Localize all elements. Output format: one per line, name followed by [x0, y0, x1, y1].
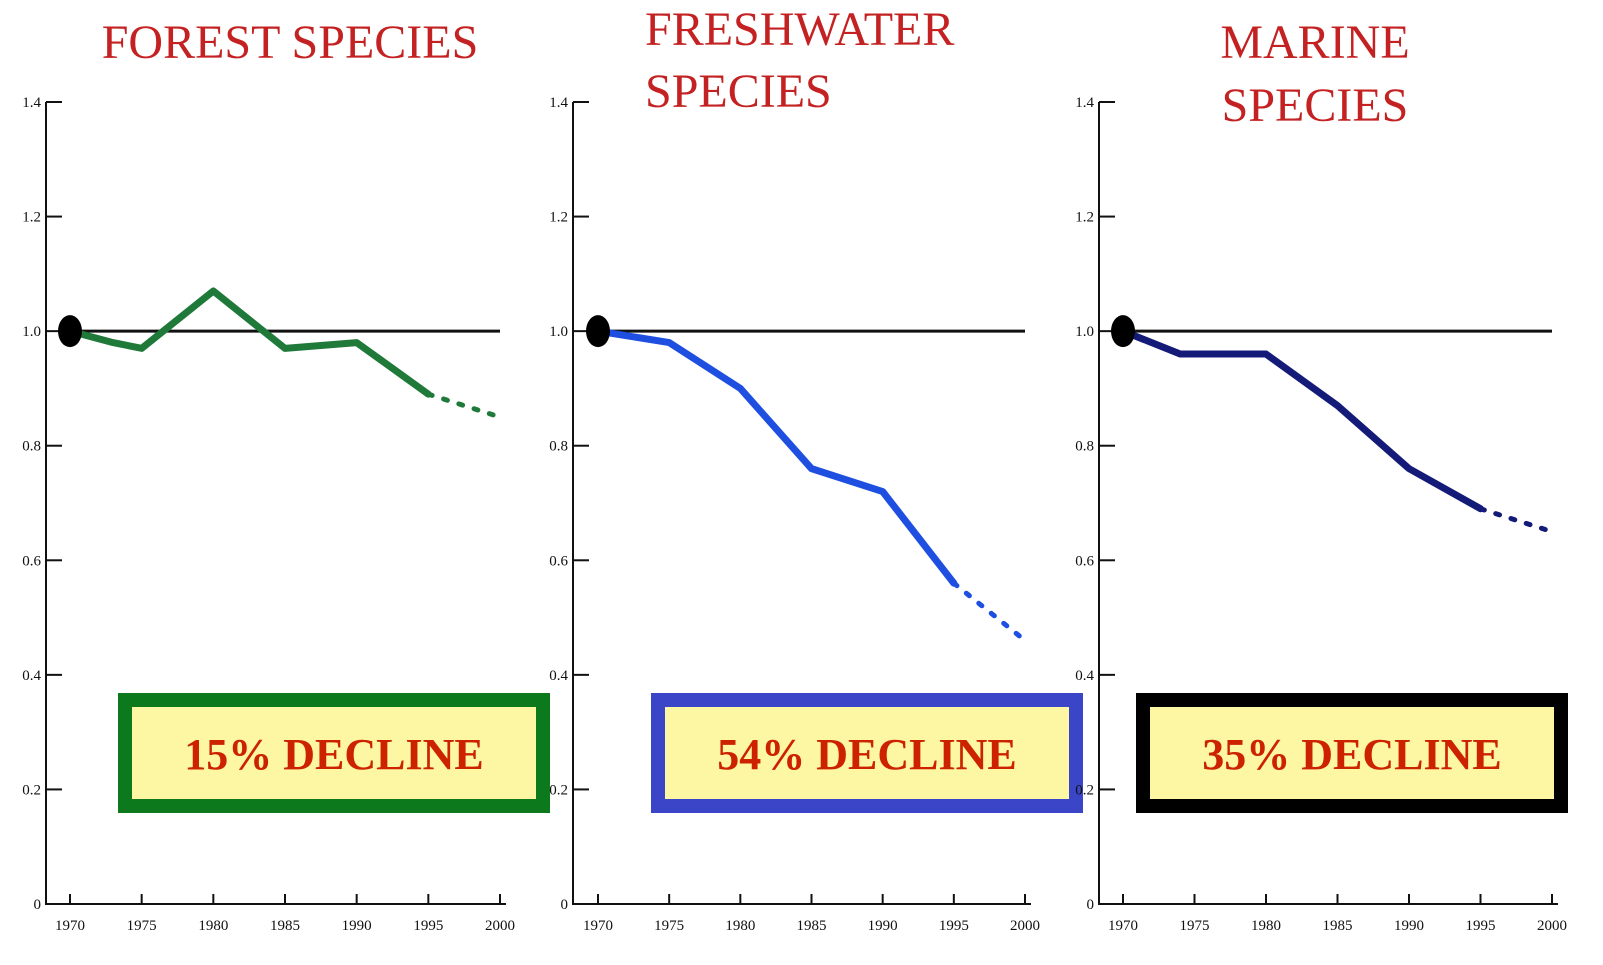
decline-box: [118, 693, 550, 813]
x-tick-label: 1975: [654, 918, 684, 934]
chart-title: SPECIES: [1222, 79, 1409, 132]
decline-label: 54% DECLINE: [717, 730, 1017, 779]
chart-panel-2: FRESHWATERSPECIES1.41.21.00.80.60.40.201…: [549, 3, 1083, 934]
start-marker: [1111, 315, 1135, 348]
x-tick-label: 2000: [1010, 918, 1040, 934]
chart-title: SPECIES: [645, 65, 832, 118]
y-tick-label: 0: [561, 897, 569, 913]
y-tick-label: 0.8: [1075, 439, 1094, 455]
y-tick-label: 0.2: [549, 782, 568, 798]
y-tick-label: 1.4: [549, 95, 568, 111]
y-tick-label: 0.8: [549, 439, 568, 455]
series-line: [1119, 327, 1484, 513]
chart-panel-1: FOREST SPECIES 1.4 1.2 1.0 0.8 0.6 0.4 0.2 0 1970…: [22, 16, 550, 934]
chart-title: MARINE: [1220, 16, 1409, 69]
y-tick-label: 0.6: [549, 553, 568, 569]
x-tick-label: 1990: [342, 918, 372, 934]
decline-label: 35% DECLINE: [1202, 730, 1502, 779]
series-line: [594, 327, 958, 587]
y-tick-label: 1.2: [22, 210, 41, 226]
start-marker: [586, 315, 610, 348]
y-tick-label: 0.2: [22, 782, 41, 798]
y-tick-label: 1.0: [22, 324, 41, 340]
y-tick-label: 1.4: [22, 95, 41, 111]
y-tick-label: 0.4: [549, 668, 568, 684]
x-tick-label: 1990: [868, 918, 898, 934]
y-tick-label: 1.2: [1075, 210, 1094, 226]
x-tick-label: 1980: [1251, 918, 1281, 934]
x-tick-label: 1995: [413, 918, 443, 934]
y-tick-label: 1.0: [549, 324, 568, 340]
x-tick-label: 1995: [1466, 918, 1496, 934]
decline-box: [1136, 693, 1568, 813]
chart-title: FRESHWATER: [645, 3, 954, 56]
x-tick-label: 1980: [198, 918, 228, 934]
x-tick-label: 1975: [1180, 918, 1210, 934]
chart-panel-3: MARINE SPECIES 1.4 1.2 1.0 0.8 0.6 0.4 0.2 0 1970 1…: [1075, 16, 1568, 934]
projection-line: [425, 391, 503, 420]
y-tick-label: 0.8: [22, 439, 41, 455]
y-tick-label: 0.6: [1075, 553, 1094, 569]
x-tick-label: 1970: [583, 918, 613, 934]
projection-line: [951, 580, 1028, 643]
y-tick-label: 1.2: [549, 210, 568, 226]
x-tick-label: 2000: [485, 918, 515, 934]
projection-line: [1478, 506, 1555, 535]
y-tick-label: 0.4: [1075, 668, 1094, 684]
chart-title: FOREST SPECIES: [102, 16, 479, 69]
x-tick-label: 1970: [55, 918, 85, 934]
x-tick-label: 1970: [1108, 918, 1138, 934]
decline-label: 15% DECLINE: [184, 730, 484, 779]
x-tick-label: 2000: [1537, 918, 1567, 934]
series-line: [66, 287, 432, 398]
y-tick-label: 1.4: [1075, 95, 1094, 111]
y-tick-label: 0.6: [22, 553, 41, 569]
x-tick-label: 1995: [939, 918, 969, 934]
y-tick-label: 1.0: [1075, 324, 1094, 340]
y-tick-label: 0: [34, 897, 42, 913]
x-tick-label: 1985: [797, 918, 827, 934]
x-tick-label: 1985: [270, 918, 300, 934]
x-tick-label: 1990: [1394, 918, 1424, 934]
y-tick-label: 0: [1087, 897, 1095, 913]
y-tick-label: 0.2: [1075, 782, 1094, 798]
x-tick-label: 1980: [725, 918, 755, 934]
x-tick-label: 1975: [127, 918, 157, 934]
x-tick-label: 1985: [1323, 918, 1353, 934]
start-marker: [58, 315, 82, 348]
y-tick-label: 0.4: [22, 668, 41, 684]
decline-box: [651, 693, 1083, 813]
